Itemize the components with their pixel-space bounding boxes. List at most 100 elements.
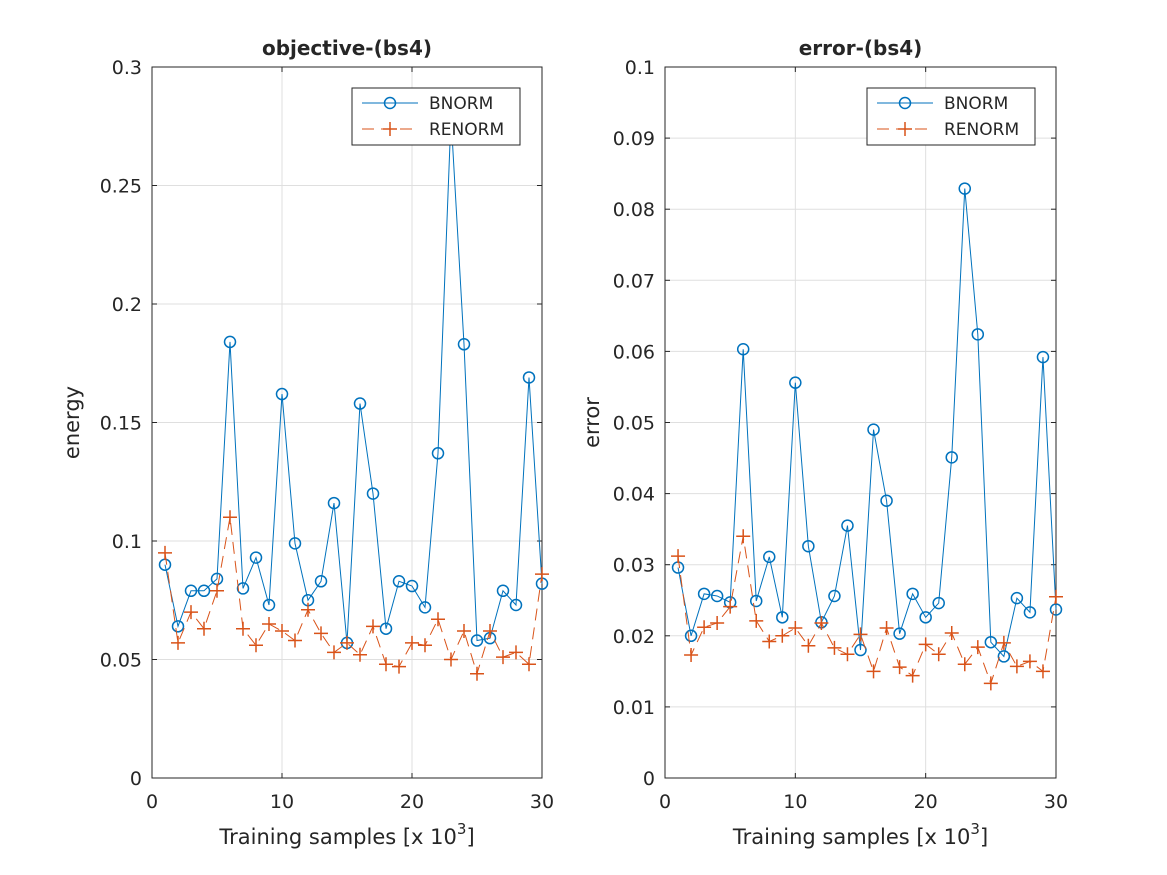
data-point bbox=[405, 635, 419, 650]
series-bnorm bbox=[671, 182, 1063, 663]
data-point bbox=[327, 645, 341, 660]
data-point bbox=[431, 612, 445, 627]
data-point bbox=[184, 605, 198, 620]
data-point bbox=[710, 616, 725, 631]
data-point bbox=[879, 620, 894, 635]
data-point bbox=[736, 529, 751, 544]
data-point bbox=[223, 335, 237, 349]
data-point bbox=[971, 328, 985, 341]
data-point bbox=[301, 602, 315, 617]
x-axis-label: Training samples [x 103] bbox=[218, 820, 474, 849]
y-tick-label: 0.03 bbox=[613, 555, 655, 577]
series-bnorm bbox=[158, 110, 549, 650]
data-point bbox=[1035, 664, 1050, 679]
data-point bbox=[522, 371, 536, 384]
x-tick-label: 10 bbox=[783, 791, 807, 813]
x-axis-label-exponent: 3 bbox=[457, 820, 467, 838]
data-point bbox=[749, 594, 763, 608]
data-point bbox=[210, 583, 224, 598]
x-tick-label: 10 bbox=[270, 791, 294, 813]
data-point bbox=[457, 624, 471, 639]
data-point bbox=[867, 423, 880, 436]
data-point bbox=[197, 584, 211, 598]
data-point bbox=[841, 519, 854, 532]
data-point bbox=[984, 635, 998, 649]
data-point bbox=[353, 647, 367, 662]
y-tick-label: 0 bbox=[130, 768, 142, 790]
data-point bbox=[958, 182, 972, 195]
data-point bbox=[1049, 603, 1063, 616]
data-point bbox=[957, 657, 972, 672]
series-renorm bbox=[671, 529, 1063, 691]
data-point bbox=[945, 451, 958, 464]
y-tick-label: 0 bbox=[643, 768, 655, 790]
data-point bbox=[684, 647, 699, 662]
data-point bbox=[535, 567, 549, 582]
data-point bbox=[288, 633, 302, 648]
y-axis-label: energy bbox=[60, 386, 84, 459]
y-tick-label: 0.01 bbox=[613, 697, 655, 719]
data-point bbox=[906, 587, 919, 601]
data-point bbox=[684, 629, 698, 643]
data-point bbox=[932, 596, 945, 610]
y-tick-label: 0.06 bbox=[613, 341, 655, 363]
data-point bbox=[262, 616, 276, 631]
chart-title: error-(bs4) bbox=[799, 36, 923, 60]
x-axis-label-end: ] bbox=[980, 825, 988, 849]
data-point bbox=[327, 496, 341, 510]
y-tick-label: 0.1 bbox=[625, 57, 655, 79]
data-point bbox=[262, 598, 276, 612]
legend-marker bbox=[383, 96, 397, 110]
data-point bbox=[853, 627, 868, 642]
series-renorm bbox=[158, 510, 549, 681]
data-point bbox=[931, 647, 946, 662]
legend-marker bbox=[898, 96, 912, 110]
data-point bbox=[379, 657, 393, 672]
series-line bbox=[164, 116, 543, 643]
data-point bbox=[444, 652, 458, 667]
data-point bbox=[789, 376, 802, 389]
chart-2: 0 10 20 30 0 0.01 0.02 0.03 0.04 0.05 0.06 0.07 0.08… bbox=[580, 36, 1068, 849]
x-tick-label: 30 bbox=[1044, 791, 1068, 813]
x-tick-label: 30 bbox=[530, 791, 554, 813]
data-point bbox=[509, 598, 523, 612]
chart-1: 0 10 20 30 0 0.05 0.1 0.15 0.2 0.25 0.3 objective-(… bbox=[60, 36, 554, 849]
data-point bbox=[1009, 659, 1024, 674]
legend-label: BNORM bbox=[944, 94, 1008, 114]
data-point bbox=[749, 613, 764, 628]
data-point bbox=[828, 589, 841, 603]
legend-label: BNORM bbox=[429, 94, 493, 114]
y-tick-label: 0.2 bbox=[112, 294, 142, 316]
legend-marker bbox=[898, 122, 912, 136]
data-point bbox=[801, 638, 816, 653]
data-point bbox=[184, 584, 198, 598]
y-tick-label: 0.08 bbox=[613, 199, 655, 221]
y-tick-label: 0.09 bbox=[613, 128, 655, 150]
data-point bbox=[710, 589, 724, 603]
data-point bbox=[880, 494, 893, 507]
data-point bbox=[944, 625, 959, 640]
data-point bbox=[249, 638, 263, 653]
series-line bbox=[677, 536, 1057, 685]
data-point bbox=[866, 664, 881, 679]
legend-box bbox=[866, 87, 1036, 146]
data-point bbox=[340, 635, 354, 650]
data-point bbox=[171, 620, 185, 633]
data-point bbox=[288, 537, 302, 550]
y-axis-label: error bbox=[580, 397, 604, 448]
data-point bbox=[457, 338, 471, 351]
data-point bbox=[762, 634, 777, 649]
data-point bbox=[840, 647, 855, 662]
chart-title: objective-(bs4) bbox=[262, 36, 432, 60]
data-point bbox=[522, 657, 536, 672]
legend: BNORM RENORM bbox=[351, 87, 521, 146]
y-tick-label: 0.15 bbox=[100, 413, 142, 435]
data-point bbox=[236, 582, 250, 595]
data-point bbox=[366, 619, 380, 634]
legend: BNORM RENORM bbox=[866, 87, 1036, 146]
data-point bbox=[366, 487, 380, 500]
y-tick-label: 0.02 bbox=[613, 626, 655, 648]
series-line bbox=[164, 517, 543, 676]
legend-label: RENORM bbox=[944, 120, 1019, 140]
